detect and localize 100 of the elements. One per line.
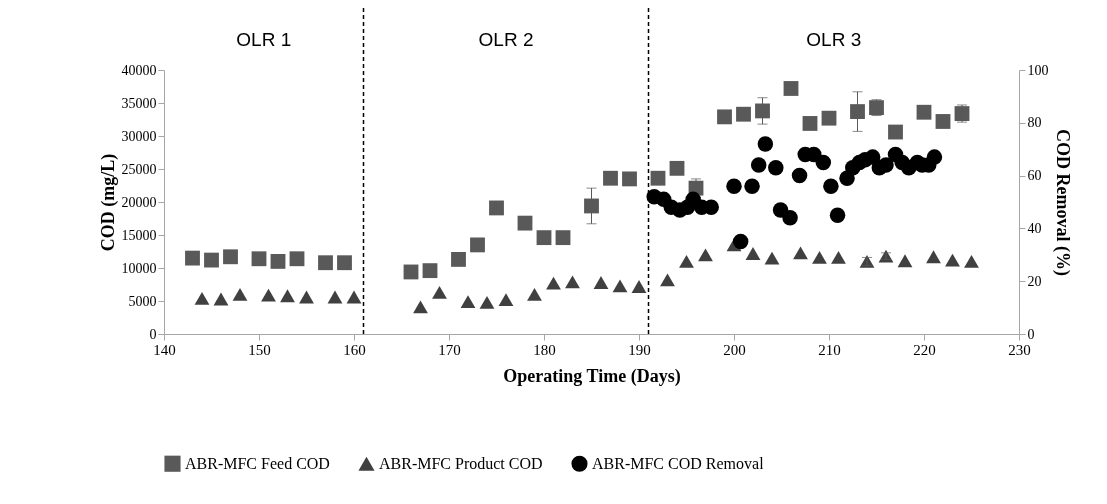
point: [527, 287, 542, 301]
point: [261, 288, 276, 302]
text: OLR 2: [478, 29, 534, 50]
y2-tick-label: 60: [1027, 168, 1042, 184]
point: [698, 248, 713, 262]
point: [479, 295, 495, 309]
point: [346, 290, 362, 304]
point: [460, 295, 476, 309]
point: [337, 255, 352, 271]
point: [669, 160, 685, 176]
y2-tick-label: 0: [1027, 326, 1035, 342]
point: [194, 291, 210, 305]
point: [565, 275, 580, 289]
y-axis-title: COD (mg/L): [97, 153, 119, 252]
point: [823, 178, 839, 194]
x-tick-label: 230: [1008, 341, 1031, 358]
legend-label: ABR-MFC COD Removal: [592, 454, 765, 472]
point: [831, 251, 846, 264]
point: [451, 252, 466, 267]
point: [726, 178, 742, 194]
point: [536, 230, 552, 246]
x-tick-label: 160: [343, 341, 366, 358]
point: [289, 251, 305, 267]
legend-label: ABR-MFC Feed COD: [185, 454, 330, 472]
point: [612, 279, 628, 293]
point: [916, 104, 932, 120]
x-tick-label: 220: [913, 341, 936, 358]
point: [812, 251, 827, 264]
x-tick-label: 210: [818, 341, 841, 358]
x-tick-label: 140: [153, 341, 176, 358]
y-tick-label: 15000: [121, 227, 157, 243]
point: [782, 210, 798, 226]
text: OLR 1: [236, 29, 292, 50]
point: [660, 273, 675, 287]
x-tick-label: 150: [248, 341, 271, 358]
point: [878, 157, 894, 173]
point: [926, 250, 941, 264]
legend-label: ABR-MFC Product COD: [379, 454, 543, 472]
y2-tick-label: 20: [1027, 273, 1042, 289]
point: [888, 124, 903, 140]
point: [546, 276, 561, 290]
point: [945, 253, 960, 267]
text: OLR 3: [806, 29, 862, 50]
point: [815, 154, 832, 171]
point: [850, 104, 865, 119]
x-tick-label: 200: [723, 341, 746, 358]
x-tick-label: 170: [438, 341, 461, 358]
x-axis-title: Operating Time (Days): [503, 365, 681, 387]
point: [555, 230, 571, 246]
point: [764, 251, 780, 265]
point: [213, 292, 229, 306]
point: [318, 255, 333, 271]
y-tick-label: 25000: [121, 161, 157, 177]
point: [432, 286, 447, 299]
point: [185, 250, 200, 266]
x-tick-label: 190: [628, 341, 651, 358]
point: [736, 106, 751, 122]
point: [679, 254, 694, 268]
point: [791, 167, 808, 184]
point: [935, 114, 951, 129]
point: [732, 233, 749, 250]
point: [926, 149, 943, 165]
point: [232, 287, 248, 301]
point: [744, 178, 760, 194]
point: [821, 110, 837, 126]
y2-tick-label: 40: [1027, 220, 1042, 236]
point: [768, 159, 784, 176]
point: [964, 254, 979, 268]
point: [413, 300, 428, 314]
y-tick-label: 35000: [121, 95, 157, 111]
y2-tick-label: 80: [1027, 115, 1042, 131]
point: [299, 290, 314, 304]
point: [270, 253, 286, 269]
y-tick-label: 5000: [128, 293, 157, 309]
x-tick-label: 180: [533, 341, 556, 358]
point: [593, 276, 609, 289]
point: [802, 116, 818, 131]
point: [829, 207, 846, 223]
point: [622, 171, 637, 187]
y-tick-label: 20000: [121, 194, 157, 210]
point: [750, 157, 767, 173]
y-tick-label: 30000: [121, 128, 157, 144]
point: [783, 81, 799, 96]
point: [470, 237, 485, 253]
point: [251, 251, 267, 267]
y-tick-label: 40000: [121, 62, 157, 78]
y-tick-label: 10000: [121, 260, 157, 276]
point: [489, 200, 504, 216]
point: [603, 170, 618, 186]
point: [650, 170, 666, 186]
point: [327, 290, 343, 304]
y2-axis-title: COD Removal (%): [1051, 129, 1073, 276]
point: [223, 249, 238, 265]
point: [717, 109, 732, 125]
point: [793, 246, 808, 260]
point: [745, 247, 761, 260]
point: [517, 215, 533, 231]
point: [280, 289, 295, 303]
y-tick-label: 0: [149, 326, 157, 342]
point: [498, 293, 514, 307]
